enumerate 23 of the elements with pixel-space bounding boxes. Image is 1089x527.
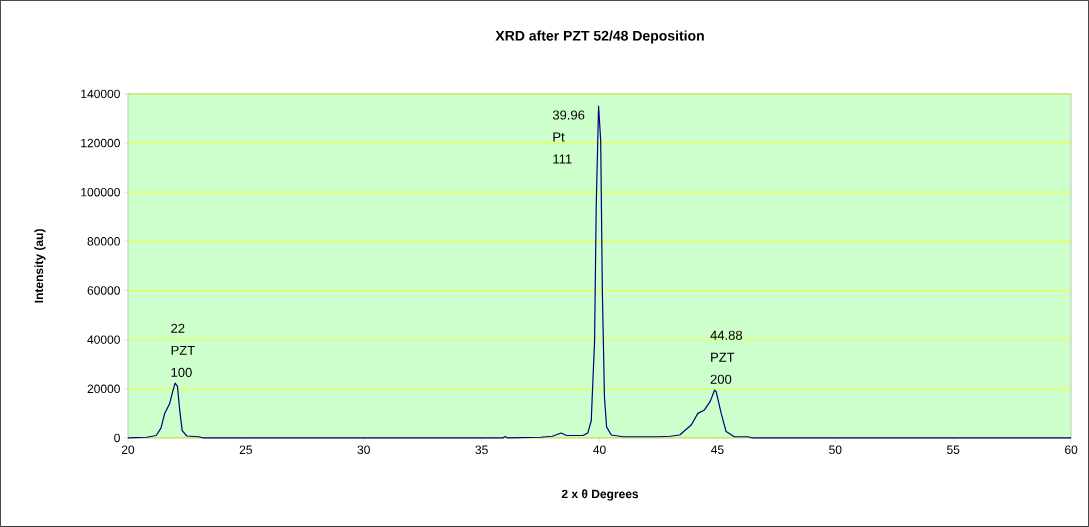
y-tick-label: 140000	[81, 89, 120, 99]
annotation: 22 PZT 100	[171, 323, 195, 378]
x-tick-label: 20	[121, 445, 135, 455]
y-axis-title: Intensity (au)	[34, 229, 46, 303]
y-tick-label: 120000	[81, 138, 120, 148]
y-tick-label: 20000	[87, 384, 120, 394]
y-tick-label: 0	[114, 433, 120, 443]
x-tick-label: 30	[357, 445, 370, 455]
y-tick-label: 100000	[81, 188, 120, 197]
x-tick-label: 25	[239, 445, 252, 455]
annotation: 39.96 Pt 111	[552, 110, 585, 164]
x-tick-label: 55	[947, 445, 960, 454]
x-tick-label: 50	[829, 445, 842, 455]
x-tick-label: 40	[593, 445, 606, 455]
y-tick-label: 40000	[87, 335, 120, 344]
x-tick-label: 35	[475, 445, 488, 455]
chart-title: XRD after PZT 52/48 Deposition	[495, 30, 704, 44]
x-tick-label: 45	[711, 445, 724, 454]
y-tick-label: 60000	[87, 286, 120, 295]
annotation: 44.88 PZT 200	[710, 330, 743, 384]
x-axis-title: 2 x θ Degrees	[561, 489, 639, 501]
x-tick-label: 60	[1065, 445, 1078, 455]
y-tick-label: 80000	[87, 237, 120, 246]
